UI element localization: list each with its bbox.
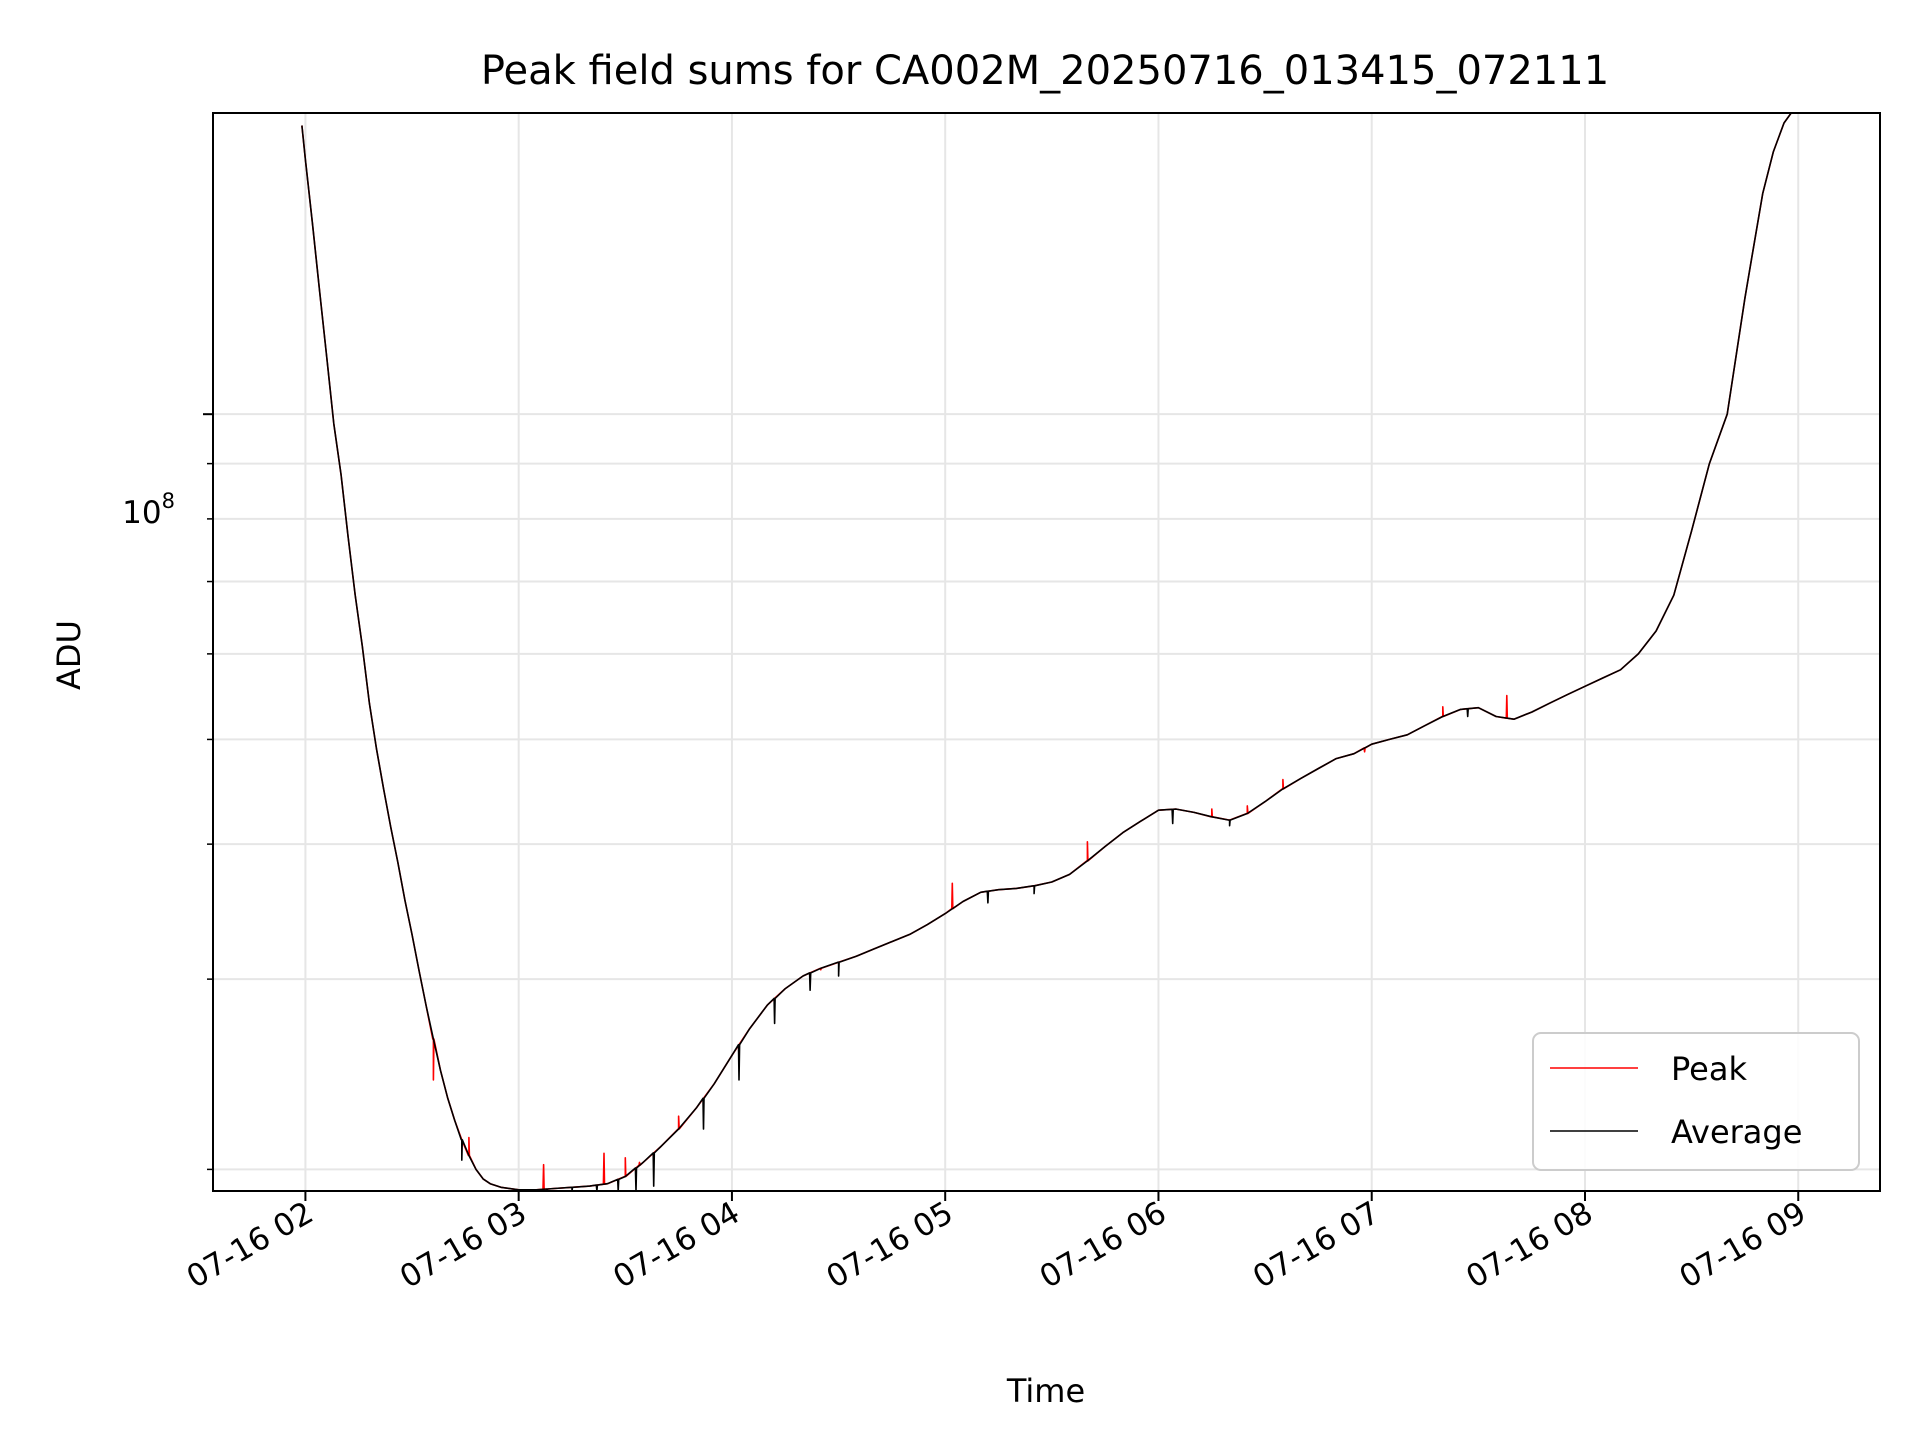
- legend-label-peak: Peak: [1671, 1050, 1747, 1088]
- plot-background: [213, 113, 1880, 1191]
- y-axis: 108: [122, 413, 213, 1171]
- series-layer: [301, 113, 1793, 1191]
- chart-title: Peak field sums for CA002M_20250716_0134…: [481, 48, 1609, 94]
- legend: Peak Average: [1532, 1032, 1860, 1171]
- plot-area: [212, 112, 1881, 1192]
- x-axis-label: Time: [1006, 1372, 1085, 1410]
- y-tick-exponent: 8: [162, 489, 175, 513]
- y-axis-label: ADU: [50, 620, 88, 690]
- y-tick-label-major: 108: [122, 489, 175, 531]
- plot-frame: [212, 112, 1881, 1192]
- y-tick-base: 10: [122, 495, 161, 531]
- legend-label-average: Average: [1671, 1113, 1802, 1151]
- series-line-average: [301, 113, 1793, 1191]
